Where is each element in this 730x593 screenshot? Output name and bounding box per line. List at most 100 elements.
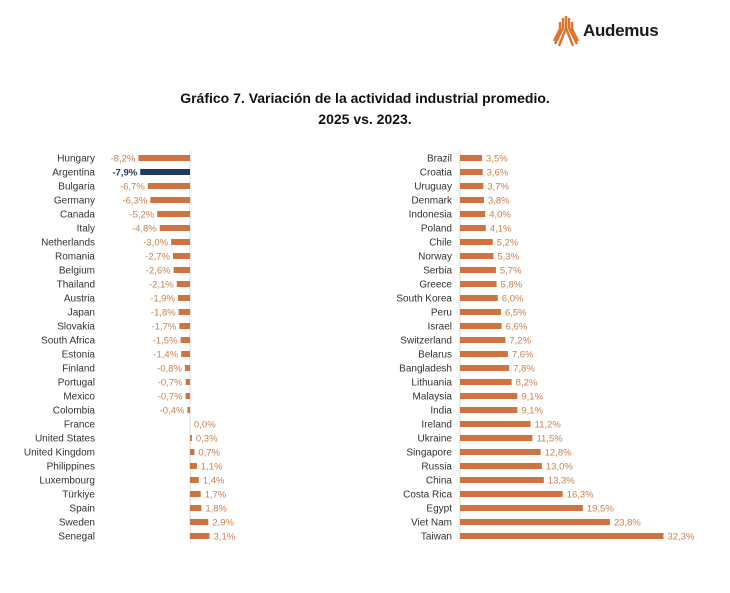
bar [190, 435, 192, 441]
bar [159, 225, 190, 231]
value-label: 13,3% [548, 476, 575, 487]
category-label: India [430, 406, 452, 417]
audemus-logo-icon [553, 16, 579, 47]
value-label: 11,2% [535, 420, 562, 431]
value-label: 3,5% [486, 154, 508, 165]
value-label: 12,8% [545, 448, 572, 459]
chart-title: Gráfico 7. Variación de la actividad ind… [0, 88, 730, 130]
category-label: Bangladesh [399, 364, 452, 375]
bar [460, 309, 501, 315]
bar [460, 463, 542, 469]
value-label: 11,5% [536, 434, 563, 445]
value-label: 16,3% [567, 490, 594, 501]
bar [460, 533, 664, 539]
bar [190, 491, 201, 497]
bar [460, 211, 486, 217]
bar [460, 323, 502, 329]
value-label: 5,3% [497, 252, 519, 263]
bar [460, 505, 583, 511]
bar [172, 253, 190, 259]
category-label: Japan [68, 308, 95, 319]
category-label: Romania [55, 252, 95, 263]
value-label: 3,7% [487, 182, 509, 193]
value-label: 5,7% [500, 266, 522, 277]
bar [460, 449, 541, 455]
value-label: -4,8% [132, 224, 157, 235]
value-label: -1,5% [153, 336, 178, 347]
category-label: Belgium [59, 266, 95, 277]
category-label: Uruguay [414, 182, 452, 193]
value-label: 8,2% [516, 378, 538, 389]
value-label: -1,8% [151, 308, 176, 319]
value-label: 7,2% [509, 336, 531, 347]
category-label: Norway [418, 252, 452, 263]
value-label: -0,8% [157, 364, 182, 375]
value-label: 6,5% [505, 308, 527, 319]
category-label: Serbia [423, 266, 452, 277]
value-label: 3,1% [214, 532, 236, 543]
value-label: 5,2% [497, 238, 519, 249]
category-label: Croatia [420, 168, 453, 179]
category-label: South Africa [41, 336, 95, 347]
value-label: 4,1% [490, 224, 512, 235]
bar [460, 155, 483, 161]
value-label: 3,6% [487, 168, 509, 179]
value-label: -6,7% [120, 182, 145, 193]
bar [460, 379, 512, 385]
category-label: South Korea [396, 294, 452, 305]
value-label: -6,3% [122, 196, 147, 207]
category-label: Sweden [59, 518, 95, 529]
value-label: 4,0% [489, 210, 511, 221]
value-label: -0,7% [158, 392, 183, 403]
value-label: 0,7% [198, 448, 220, 459]
bar [460, 183, 484, 189]
category-label: Switzerland [400, 336, 452, 347]
category-label: Brazil [427, 154, 452, 165]
bar [460, 281, 497, 287]
bar [460, 253, 494, 259]
value-label: -2,7% [145, 252, 170, 263]
value-label: 6,0% [502, 294, 524, 305]
value-label: -1,9% [150, 294, 175, 305]
bar [150, 197, 190, 203]
value-label: 13,0% [546, 462, 573, 473]
category-label: Türkiye [62, 490, 95, 501]
category-label: Viet Nam [411, 518, 452, 529]
bar [179, 323, 190, 329]
value-label: 6,6% [506, 322, 528, 333]
bar [190, 505, 202, 511]
value-label: -5,2% [129, 210, 154, 221]
value-label: -8,2% [111, 154, 136, 165]
value-label: 1,7% [205, 490, 227, 501]
category-label: Philippines [47, 462, 95, 473]
category-label: Egypt [426, 504, 452, 515]
bar [178, 295, 190, 301]
category-label: Malaysia [413, 392, 453, 403]
bar [460, 295, 498, 301]
category-label: Peru [431, 308, 452, 319]
bar [173, 267, 190, 273]
bar [176, 281, 190, 287]
category-label: Netherlands [41, 238, 95, 249]
category-label: Belarus [418, 350, 452, 361]
bar [460, 225, 486, 231]
value-label: 19,5% [587, 504, 614, 515]
category-label: Israel [428, 322, 452, 333]
bar [185, 393, 190, 399]
category-label: Ukraine [418, 434, 453, 445]
bar [460, 519, 610, 525]
value-label: 0,3% [196, 434, 218, 445]
category-label: Luxembourg [39, 476, 95, 487]
category-label: Russia [421, 462, 452, 473]
category-label: Bulgaria [58, 182, 95, 193]
category-label: Lithuania [411, 378, 452, 389]
category-label: United States [35, 434, 95, 445]
category-label: Ireland [421, 420, 452, 431]
bar [140, 169, 190, 175]
brand-name: Audemus [583, 21, 659, 40]
value-label: 0,0% [194, 420, 216, 431]
bar [460, 421, 531, 427]
bar [460, 393, 518, 399]
category-label: Indonesia [409, 210, 453, 221]
value-label: 1,4% [203, 476, 225, 487]
